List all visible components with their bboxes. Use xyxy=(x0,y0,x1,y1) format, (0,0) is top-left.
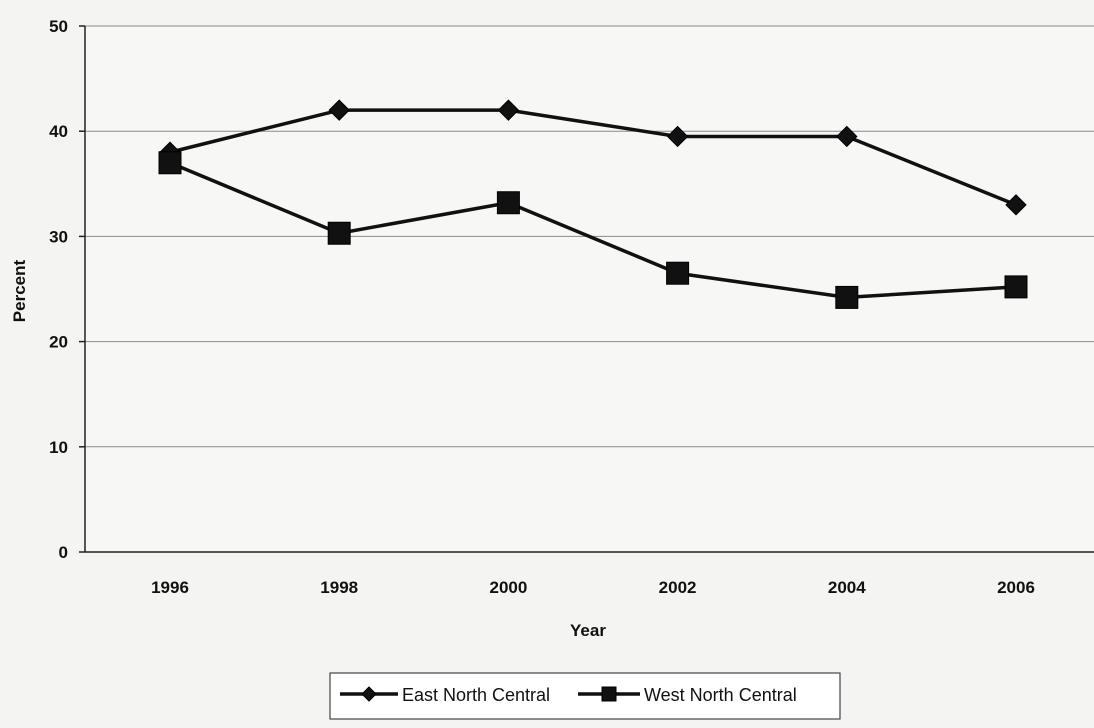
legend-item: West North Central xyxy=(578,685,797,705)
plot-area xyxy=(85,26,1094,552)
square-point xyxy=(1004,275,1028,299)
y-tick-label: 0 xyxy=(59,543,68,562)
axes xyxy=(79,25,1094,553)
legend-diamond-icon xyxy=(361,686,377,702)
y-tick-label: 20 xyxy=(49,333,68,352)
y-tick-label: 40 xyxy=(49,122,68,141)
x-tick-label: 2004 xyxy=(828,578,866,597)
diamond-point xyxy=(497,99,520,121)
x-tick-labels: 1996 1998 2000 2002 2004 2006 xyxy=(151,578,1035,597)
square-point xyxy=(158,151,182,175)
series-line xyxy=(169,161,1017,300)
series-2 xyxy=(158,151,1028,309)
diamond-point xyxy=(666,125,689,148)
legend-square-icon xyxy=(601,686,617,702)
x-tick-label: 1996 xyxy=(151,578,189,597)
y-tick-label: 30 xyxy=(49,227,68,246)
x-axis-title: Year xyxy=(570,621,606,640)
y-tick-label: 50 xyxy=(49,17,68,36)
y-axis-title: Percent xyxy=(10,259,29,322)
square-point xyxy=(327,221,351,245)
x-tick-label: 2006 xyxy=(997,578,1035,597)
square-point xyxy=(835,285,859,309)
legend-label: East North Central xyxy=(402,685,550,705)
series xyxy=(158,99,1028,309)
legend: East North Central West North Central xyxy=(329,672,841,720)
y-tick-labels: 0 10 20 30 40 50 xyxy=(49,17,68,562)
x-tick-label: 2000 xyxy=(489,578,527,597)
series-line xyxy=(169,108,1017,207)
x-tick-label: 2002 xyxy=(659,578,697,597)
diamond-point xyxy=(836,125,858,148)
x-tick-label: 1998 xyxy=(320,578,358,597)
diamond-point xyxy=(1005,194,1027,216)
diamond-point xyxy=(328,99,350,121)
legend-item: East North Central xyxy=(340,685,550,705)
legend-label: West North Central xyxy=(644,685,797,705)
legend-box xyxy=(329,672,841,720)
square-point xyxy=(666,261,690,285)
square-point xyxy=(496,191,520,215)
y-tick-label: 10 xyxy=(49,438,68,457)
